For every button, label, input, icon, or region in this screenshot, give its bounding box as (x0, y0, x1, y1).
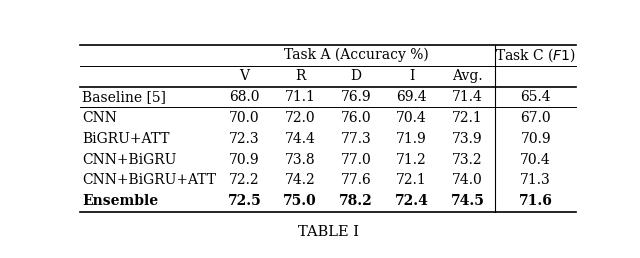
Text: 76.0: 76.0 (340, 111, 371, 125)
Text: 73.2: 73.2 (452, 152, 483, 167)
Text: CNN+BiGRU: CNN+BiGRU (82, 152, 177, 167)
Text: 71.9: 71.9 (396, 132, 427, 146)
Text: 74.5: 74.5 (451, 194, 484, 208)
Text: 78.2: 78.2 (339, 194, 372, 208)
Text: CNN: CNN (82, 111, 117, 125)
Text: 73.9: 73.9 (452, 132, 483, 146)
Text: R: R (295, 69, 305, 83)
Text: CNN+BiGRU+ATT: CNN+BiGRU+ATT (82, 173, 216, 188)
Text: 72.5: 72.5 (227, 194, 261, 208)
Text: BiGRU+ATT: BiGRU+ATT (82, 132, 170, 146)
Text: Ensemble: Ensemble (82, 194, 158, 208)
Text: 72.1: 72.1 (396, 173, 427, 188)
Text: Avg.: Avg. (452, 69, 483, 83)
Text: 74.2: 74.2 (285, 173, 316, 188)
Text: 70.9: 70.9 (229, 152, 260, 167)
Text: 73.8: 73.8 (285, 152, 316, 167)
Text: 71.1: 71.1 (285, 90, 316, 104)
Text: TABLE I: TABLE I (298, 225, 358, 239)
Text: 74.0: 74.0 (452, 173, 483, 188)
Text: 72.2: 72.2 (229, 173, 260, 188)
Text: V: V (239, 69, 250, 83)
Text: 68.0: 68.0 (229, 90, 260, 104)
Text: 65.4: 65.4 (520, 90, 551, 104)
Text: 69.4: 69.4 (396, 90, 427, 104)
Text: 72.0: 72.0 (285, 111, 316, 125)
Text: I: I (409, 69, 414, 83)
Text: D: D (351, 69, 362, 83)
Text: 71.4: 71.4 (452, 90, 483, 104)
Text: 72.1: 72.1 (452, 111, 483, 125)
Text: 77.3: 77.3 (340, 132, 371, 146)
Text: 70.0: 70.0 (229, 111, 260, 125)
Text: 71.2: 71.2 (396, 152, 427, 167)
Text: 71.3: 71.3 (520, 173, 551, 188)
Text: Baseline [5]: Baseline [5] (82, 90, 166, 104)
Text: 74.4: 74.4 (285, 132, 316, 146)
Text: 77.6: 77.6 (340, 173, 371, 188)
Text: 70.4: 70.4 (396, 111, 427, 125)
Text: 70.9: 70.9 (520, 132, 551, 146)
Text: 71.6: 71.6 (519, 194, 552, 208)
Text: 77.0: 77.0 (340, 152, 371, 167)
Text: 72.4: 72.4 (395, 194, 429, 208)
Text: 70.4: 70.4 (520, 152, 551, 167)
Text: Task C ($\mathit{F1}$): Task C ($\mathit{F1}$) (495, 46, 576, 64)
Text: 76.9: 76.9 (340, 90, 371, 104)
Text: Task A (Accuracy %): Task A (Accuracy %) (284, 48, 428, 62)
Text: 72.3: 72.3 (229, 132, 260, 146)
Text: 67.0: 67.0 (520, 111, 551, 125)
Text: 75.0: 75.0 (284, 194, 317, 208)
